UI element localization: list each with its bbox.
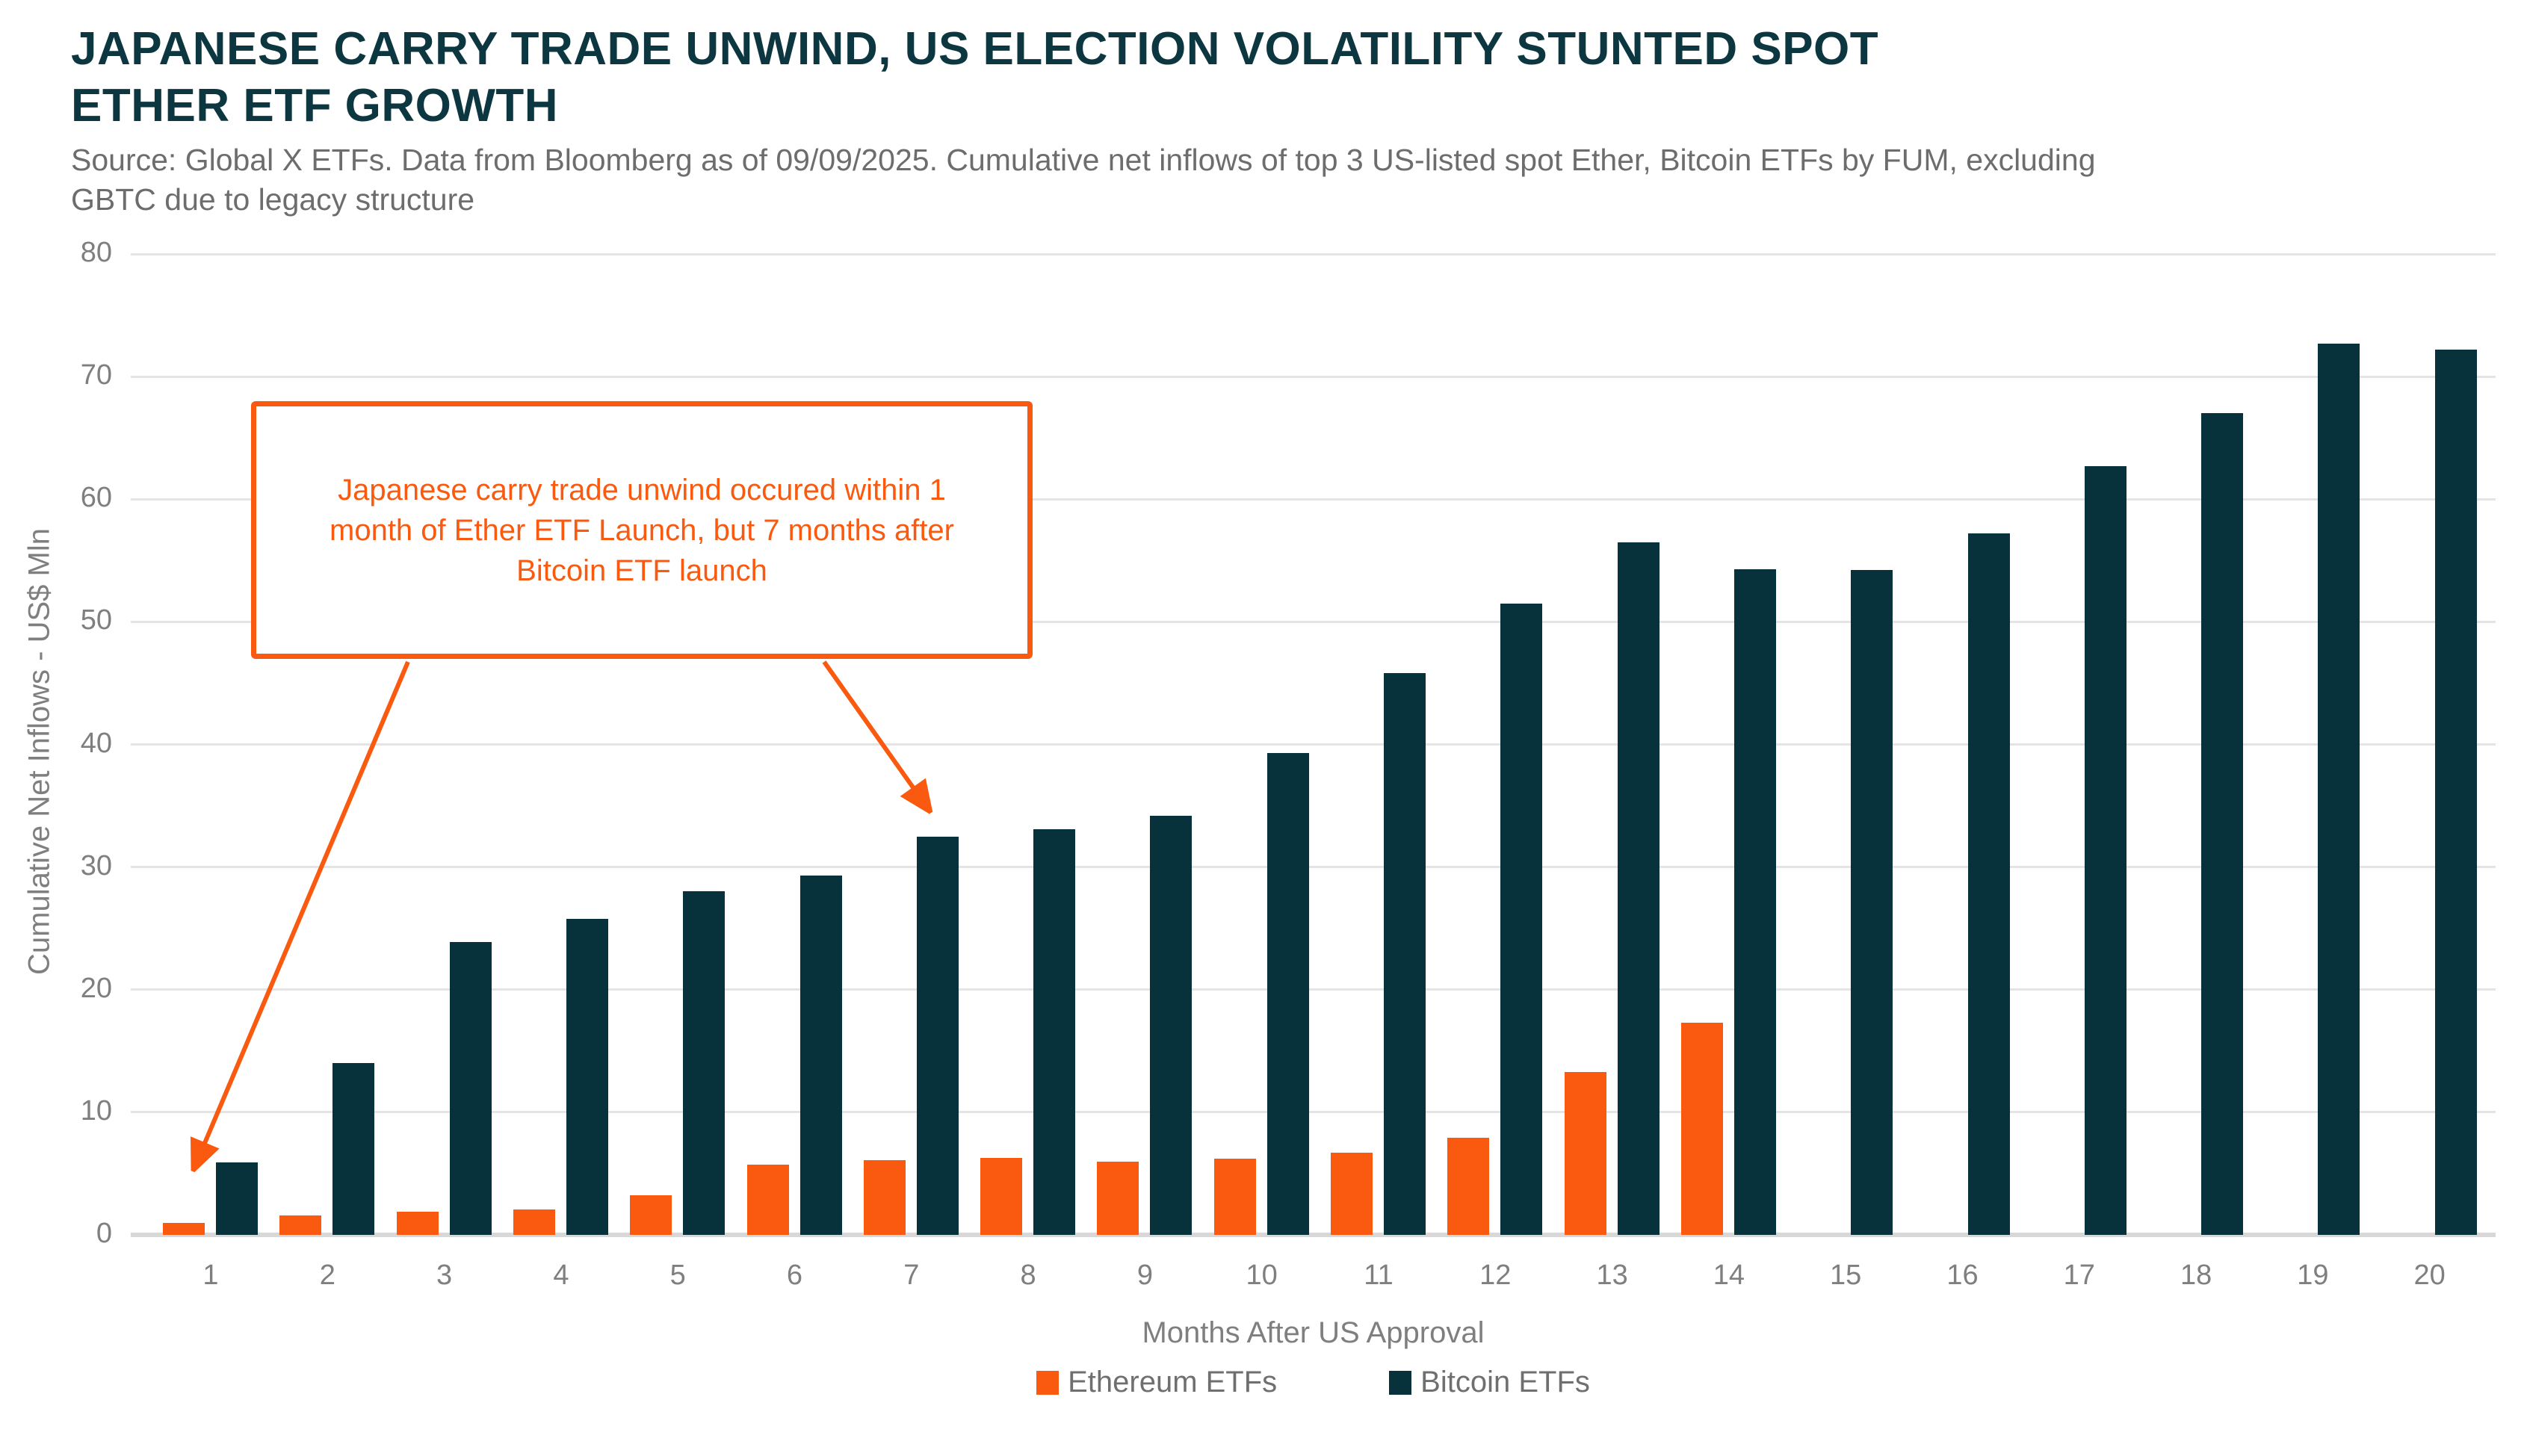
bar-ethereum-etfs-month-13 — [1564, 1071, 1606, 1235]
bar-ethereum-etfs-month-12 — [1447, 1138, 1490, 1235]
bar-bitcoin-etfs-month-8 — [1033, 828, 1076, 1235]
ethereum-legend-swatch — [1036, 1370, 1060, 1395]
bar-ethereum-etfs-month-5 — [630, 1195, 672, 1235]
legend-label-ethereum: Ethereum ETFs — [1068, 1366, 1278, 1398]
x-axis-title: Months After US Approval — [1142, 1316, 1485, 1349]
bar-bitcoin-etfs-month-11 — [1384, 673, 1426, 1235]
x-tick-label: 4 — [553, 1260, 569, 1291]
x-tick-label: 7 — [903, 1260, 920, 1291]
x-tick-label: 8 — [1020, 1260, 1036, 1291]
bar-bitcoin-etfs-month-17 — [2084, 465, 2126, 1235]
x-tick-label: 2 — [319, 1260, 335, 1291]
gridline — [131, 498, 2496, 501]
bitcoin-legend-swatch — [1389, 1370, 1412, 1395]
x-tick-label: 18 — [2180, 1260, 2212, 1291]
bar-ethereum-etfs-month-14 — [1680, 1023, 1723, 1235]
bar-bitcoin-etfs-month-13 — [1617, 542, 1660, 1235]
bar-bitcoin-etfs-month-12 — [1500, 603, 1543, 1235]
legend-item-bitcoin: Bitcoin ETFs — [1389, 1366, 1590, 1399]
bar-bitcoin-etfs-month-10 — [1266, 753, 1309, 1235]
bar-bitcoin-etfs-month-2 — [332, 1063, 375, 1235]
bar-bitcoin-etfs-month-7 — [916, 836, 959, 1235]
gridline — [131, 1111, 2496, 1114]
x-tick-label: 20 — [2413, 1260, 2446, 1291]
x-tick-label: 11 — [1364, 1260, 1394, 1291]
annotation-text: Japanese carry trade unwind occured with… — [330, 473, 954, 587]
y-tick-label: 0 — [96, 1218, 112, 1249]
x-tick-label: 6 — [786, 1260, 803, 1291]
x-tick-label: 1 — [202, 1260, 219, 1291]
y-tick-label: 70 — [80, 359, 112, 391]
x-tick-label: 5 — [669, 1260, 686, 1291]
y-tick-label: 40 — [80, 727, 112, 759]
bar-bitcoin-etfs-month-18 — [2201, 413, 2244, 1235]
y-tick-label: 60 — [80, 482, 112, 514]
x-tick-label: 14 — [1713, 1260, 1745, 1291]
gridline — [131, 988, 2496, 991]
x-tick-label: 3 — [436, 1260, 453, 1291]
annotation-callout: Japanese carry trade unwind occured with… — [251, 401, 1033, 659]
bar-ethereum-etfs-month-1 — [163, 1222, 205, 1235]
y-tick-label: 80 — [80, 237, 112, 268]
y-tick-label: 10 — [80, 1094, 112, 1127]
source-note: Source: Global X ETFs. Data from Bloombe… — [71, 143, 2096, 217]
gridline — [131, 253, 2496, 255]
page-title: JAPANESE CARRY TRADE UNWIND, US ELECTION… — [71, 23, 1879, 131]
bar-bitcoin-etfs-month-15 — [1851, 570, 1893, 1235]
legend-label-bitcoin: Bitcoin ETFs — [1420, 1366, 1590, 1398]
bar-ethereum-etfs-month-4 — [513, 1209, 555, 1235]
bar-ethereum-etfs-month-9 — [1097, 1161, 1139, 1235]
bar-bitcoin-etfs-month-20 — [2434, 350, 2477, 1235]
bar-bitcoin-etfs-month-3 — [449, 941, 492, 1235]
bar-bitcoin-etfs-month-19 — [2318, 343, 2360, 1235]
x-tick-label: 19 — [2297, 1260, 2329, 1291]
y-tick-label: 50 — [80, 604, 112, 636]
x-tick-label: 16 — [1946, 1260, 1979, 1291]
bar-ethereum-etfs-month-11 — [1331, 1153, 1373, 1235]
bar-bitcoin-etfs-month-6 — [799, 876, 842, 1235]
x-tick-label: 13 — [1596, 1260, 1628, 1291]
y-tick-label: 30 — [80, 849, 112, 882]
gridline — [131, 743, 2496, 746]
bar-ethereum-etfs-month-6 — [746, 1165, 789, 1235]
x-tick-label: 10 — [1246, 1260, 1278, 1291]
bar-bitcoin-etfs-month-5 — [683, 891, 726, 1235]
x-tick-label: 12 — [1479, 1260, 1512, 1291]
plot-area — [131, 253, 2496, 1237]
bar-ethereum-etfs-month-10 — [1213, 1159, 1256, 1235]
bar-bitcoin-etfs-month-9 — [1150, 815, 1193, 1235]
bar-bitcoin-etfs-month-4 — [566, 918, 608, 1235]
bar-bitcoin-etfs-month-1 — [216, 1162, 258, 1235]
x-tick-label: 17 — [2063, 1260, 2095, 1291]
y-tick-label: 20 — [80, 972, 112, 1004]
bar-ethereum-etfs-month-3 — [396, 1211, 439, 1235]
gridline — [131, 375, 2496, 378]
gridline — [131, 620, 2496, 623]
bar-ethereum-etfs-month-2 — [279, 1215, 322, 1235]
bar-bitcoin-etfs-month-16 — [1967, 533, 2010, 1235]
x-tick-label: 9 — [1136, 1260, 1153, 1291]
x-tick-label: 15 — [1830, 1260, 1862, 1291]
bar-ethereum-etfs-month-8 — [980, 1157, 1023, 1235]
legend-item-ethereum: Ethereum ETFs — [1036, 1366, 1277, 1399]
bar-bitcoin-etfs-month-14 — [1733, 569, 1776, 1235]
x-axis-baseline — [131, 1233, 2496, 1237]
gridline — [131, 866, 2496, 869]
legend: Ethereum ETFs Bitcoin ETFs — [131, 1366, 2496, 1399]
bar-ethereum-etfs-month-7 — [863, 1159, 906, 1235]
